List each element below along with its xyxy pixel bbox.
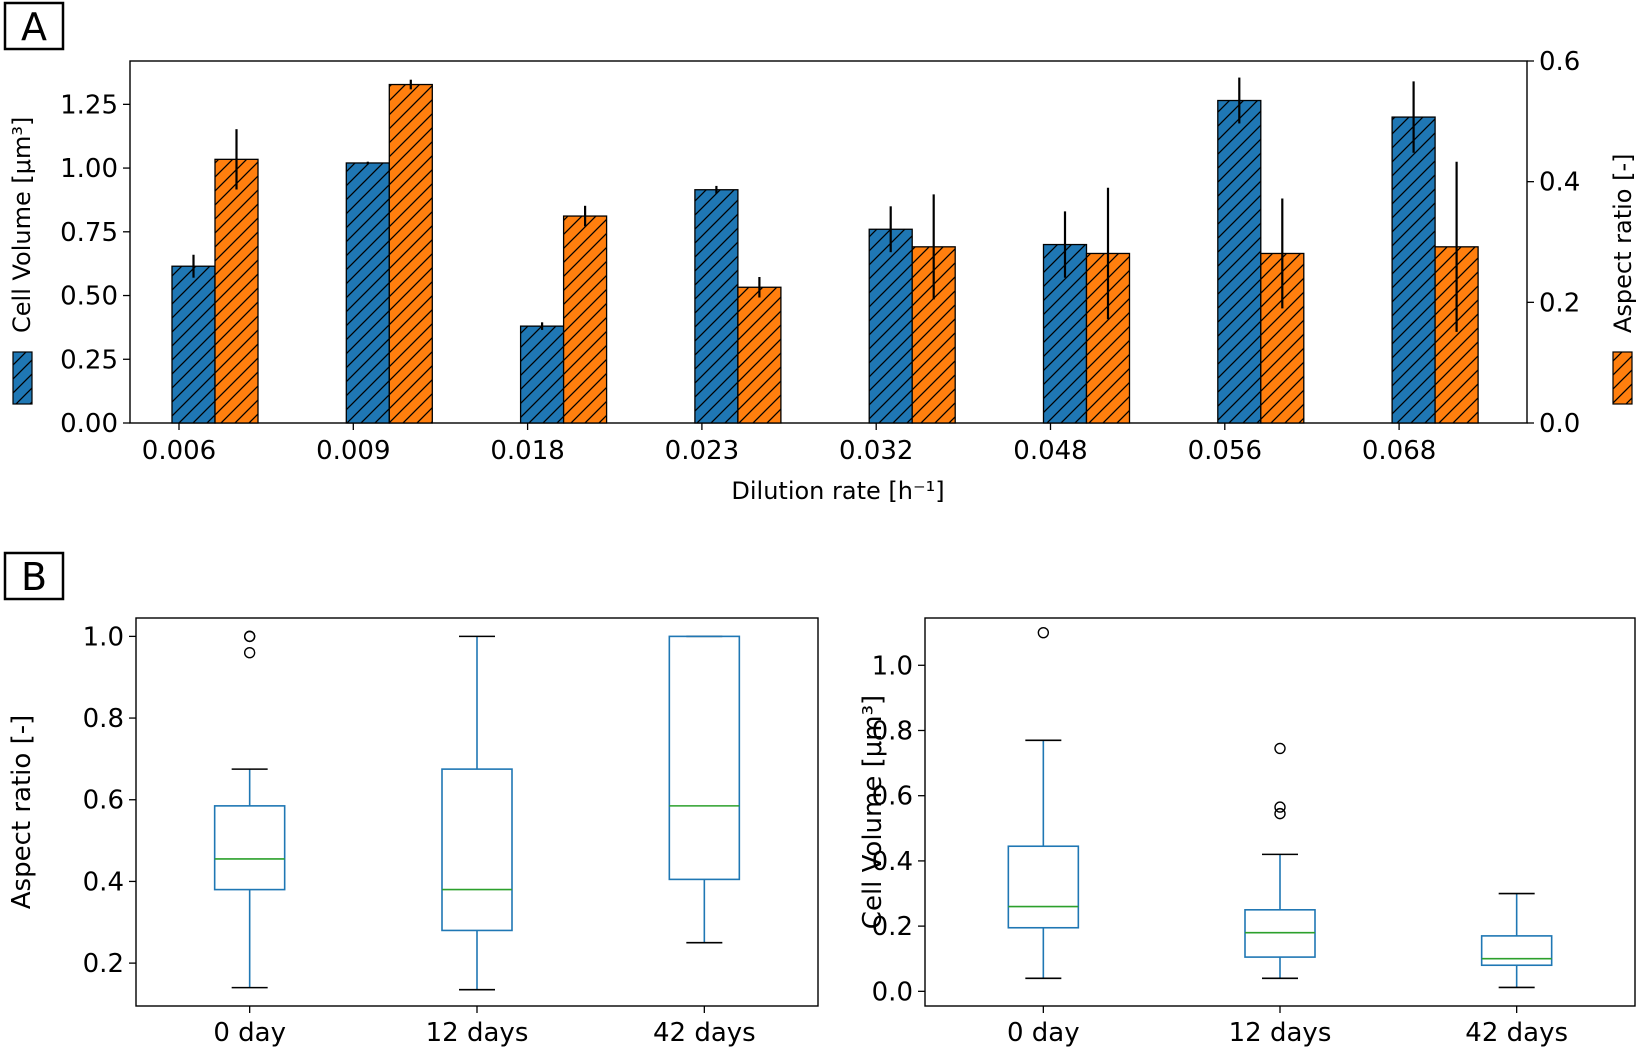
chart-a-left-legend [12, 351, 33, 405]
chart-a-x-tick-label: 0.056 [1188, 436, 1262, 466]
chartB1-box-0-day [213, 630, 286, 989]
chart-a-right-tick-label: 0.2 [1539, 288, 1580, 318]
chart-a-x-tick-label: 0.018 [490, 436, 564, 466]
iqr-box [1480, 935, 1553, 967]
chartB1-y-tick-label: 0.8 [83, 704, 124, 734]
outlier-point [1274, 807, 1286, 820]
chart-a-bar-hatch-cell-volume [1391, 116, 1436, 424]
outlier-point [1274, 801, 1286, 813]
chartB2-y-tick-label: 0.4 [872, 847, 913, 877]
chartB2-box-42-days [1480, 892, 1553, 989]
outlier-point [1274, 742, 1286, 755]
chartB2-y-tick-label: 0.0 [872, 977, 913, 1007]
chart-b-aspect-box: 0.2 0.4 0.6 0.8 1.0 0 day 12 days 42 days Aspect… [7, 617, 819, 1048]
chartB2-y-tick-label: 1.0 [872, 651, 913, 681]
chart-a-left-legend-hatch [12, 351, 33, 405]
panel-b-label: B [3, 551, 65, 601]
iqr-box [1244, 909, 1316, 958]
chart-a-bar-hatch-aspect-ratio [737, 286, 782, 424]
chart-a-left-tick-label: 0.00 [60, 409, 118, 439]
chart-a-x-tick-label: 0.048 [1013, 436, 1087, 466]
chart-a-left-tick-label: 1.00 [60, 154, 118, 184]
chartB2-y-tick-label: 0.6 [872, 782, 913, 812]
chart-a-left-tick-label: 0.50 [60, 282, 118, 312]
chart-a-bar-hatch-cell-volume [345, 162, 390, 424]
outlier-point [243, 630, 256, 643]
chartB2-y-tick-label: 0.8 [872, 716, 913, 746]
chart-a-bar-hatch-cell-volume [519, 325, 565, 424]
chart-a-frame [129, 60, 1528, 424]
chartB2-x-tick-label: 42 days [1465, 1018, 1568, 1048]
chart-a-x-tick-label: 0.068 [1362, 436, 1436, 466]
chart-a-x-tick-label: 0.006 [142, 436, 216, 466]
chartB1-y-tick-label: 1.0 [83, 622, 124, 652]
chart-a-left-tick-label: 0.75 [60, 218, 118, 248]
chartB1-y-tick-label: 0.4 [83, 867, 124, 897]
chartB2-y-tick-label: 0.2 [872, 912, 913, 942]
chartB1-x-tick-label: 0 day [213, 1018, 286, 1048]
outlier-point [243, 647, 256, 659]
chart-a-left-y-axis-label: Cell Volume [μm³] [8, 117, 36, 333]
chart-a-left-tick-label: 1.25 [60, 90, 118, 120]
chartB2-box-0-day [1007, 626, 1080, 980]
chart-a-bar-hatch-aspect-ratio [562, 215, 608, 424]
chart-a-right-tick-label: 0.4 [1539, 168, 1580, 198]
chart-a-right-legend-hatch [1612, 351, 1633, 405]
iqr-box [441, 768, 513, 932]
chart-a-x-tick-label: 0.032 [839, 436, 913, 466]
chartB2-x-tick-label: 12 days [1229, 1018, 1332, 1048]
outlier-point [1037, 626, 1050, 639]
panel-a-label-text: A [21, 5, 47, 49]
chartB1-y-tick-label: 0.2 [83, 949, 124, 979]
iqr-box [213, 805, 286, 891]
chartB1-x-tick-label: 42 days [653, 1018, 756, 1048]
chart-a-bar-hatch-cell-volume [171, 265, 216, 424]
chart-a-right-legend [1612, 351, 1633, 405]
chartB1-x-tick-label: 12 days [426, 1018, 529, 1048]
chartB1-box-12-days [441, 635, 513, 991]
panel-a-label: A [3, 1, 65, 51]
chart-a-x-tick-label: 0.009 [316, 436, 390, 466]
iqr-box [668, 635, 741, 881]
chart-a-bar-hatch-cell-volume [1217, 99, 1262, 424]
chartB2-x-tick-label: 0 day [1007, 1018, 1080, 1048]
chartB1-box-42-days [668, 635, 741, 944]
chart-a-bar-hatch-cell-volume [868, 228, 913, 424]
chart-a-right-tick-label: 0.6 [1539, 47, 1580, 77]
panel-b-label-text: B [21, 555, 47, 599]
chart-a-bar-hatch-aspect-ratio [214, 158, 259, 424]
chartB2-box-12-days [1244, 742, 1316, 980]
iqr-box [1007, 845, 1080, 929]
chartB1-y-axis-label: Aspect ratio [-] [7, 715, 37, 909]
chartB1-y-tick-label: 0.6 [83, 786, 124, 816]
chart-a-x-tick-label: 0.023 [665, 436, 739, 466]
chart-a-right-y-axis-label: Aspect ratio [-] [1609, 153, 1637, 333]
chartB2-y-axis-label: Cell Volume [μm³] [858, 695, 888, 929]
chart-a-bar-hatch-cell-volume [694, 189, 739, 424]
chart-a-bar-hatch-aspect-ratio [388, 83, 433, 424]
chart-b-volume-box: 0.0 0.2 0.4 0.6 0.8 1.0 0 day 12 days 42 days Cel… [858, 617, 1636, 1048]
chart-a-right-tick-label: 0.0 [1539, 409, 1580, 439]
chart-a-left-tick-label: 0.25 [60, 345, 118, 375]
chart-a-x-axis-label: Dilution rate [h⁻¹] [731, 477, 944, 505]
chart-a-bar: 0.00 0.25 0.50 0.75 1.00 1.25 0.0 0.2 0.4 0.6 0.00… [8, 47, 1637, 505]
